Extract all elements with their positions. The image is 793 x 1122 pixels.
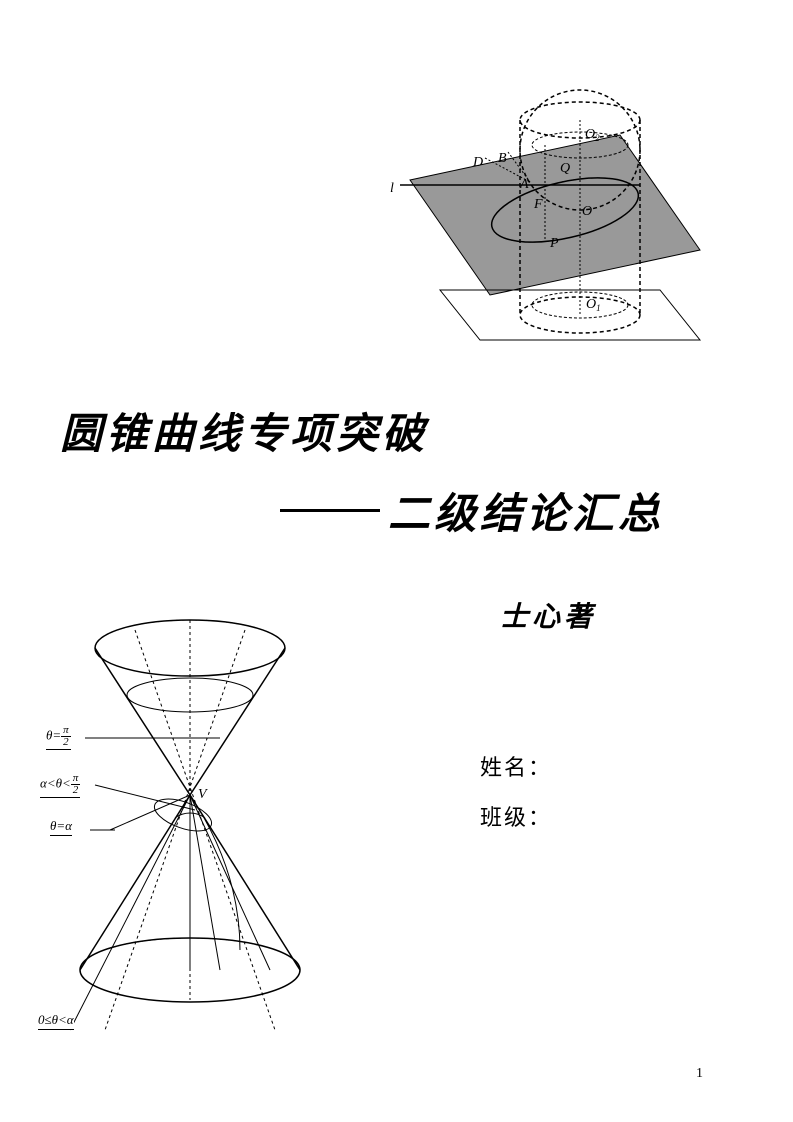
label-o2: O2 — [585, 127, 600, 143]
title-main: 圆锥曲线专项突破 — [60, 400, 428, 461]
slant-a — [190, 795, 270, 970]
top-diagram-svg: O2 O1 O Q P F A B D l — [370, 80, 720, 370]
title-sub: 二级结论汇总 — [280, 480, 664, 541]
class-field-label: 班级： — [480, 800, 552, 832]
title-dash — [280, 509, 380, 512]
author: 士心著 — [500, 595, 596, 635]
cylinder-plane-diagram: O2 O1 O Q P F A B D l — [370, 80, 720, 370]
annot-theta-pi2: θ=π2 — [46, 725, 71, 750]
generator-dashed — [105, 630, 245, 1030]
label-f: F — [533, 197, 543, 212]
label-b: B — [498, 151, 507, 166]
annot-alpha-range: α<θ<π2 — [40, 773, 80, 798]
slant-b — [190, 795, 220, 970]
label-l: l — [390, 181, 394, 196]
title-sub-text: 二级结论汇总 — [388, 492, 664, 538]
annot-theta-alpha: θ=α — [50, 818, 72, 836]
page-number: 1 — [696, 1066, 703, 1082]
name-field-label: 姓名： — [480, 750, 552, 782]
label-p: P — [549, 236, 559, 251]
label-o1: O1 — [586, 297, 601, 313]
label-v: V — [198, 787, 208, 802]
top-cone-left — [95, 648, 190, 795]
double-cone-diagram: V θ=π2 α<θ<π2 θ=α 0≤θ<α — [40, 600, 320, 1040]
hyperbola-line1 — [70, 795, 190, 1030]
top-cone-right — [190, 648, 285, 795]
annot-zero-range: 0≤θ<α — [38, 1012, 74, 1030]
bottom-plane — [440, 290, 700, 340]
document-page: O2 O1 O Q P F A B D l 圆锥曲线专项突破 二级结论汇总 士心… — [0, 0, 793, 1122]
label-o: O — [582, 204, 592, 219]
oblique-plane — [410, 135, 700, 295]
bottom-diagram-svg: V — [40, 600, 320, 1040]
ellipse-line — [95, 785, 195, 810]
label-d: D — [472, 155, 483, 170]
label-q: Q — [560, 161, 570, 176]
